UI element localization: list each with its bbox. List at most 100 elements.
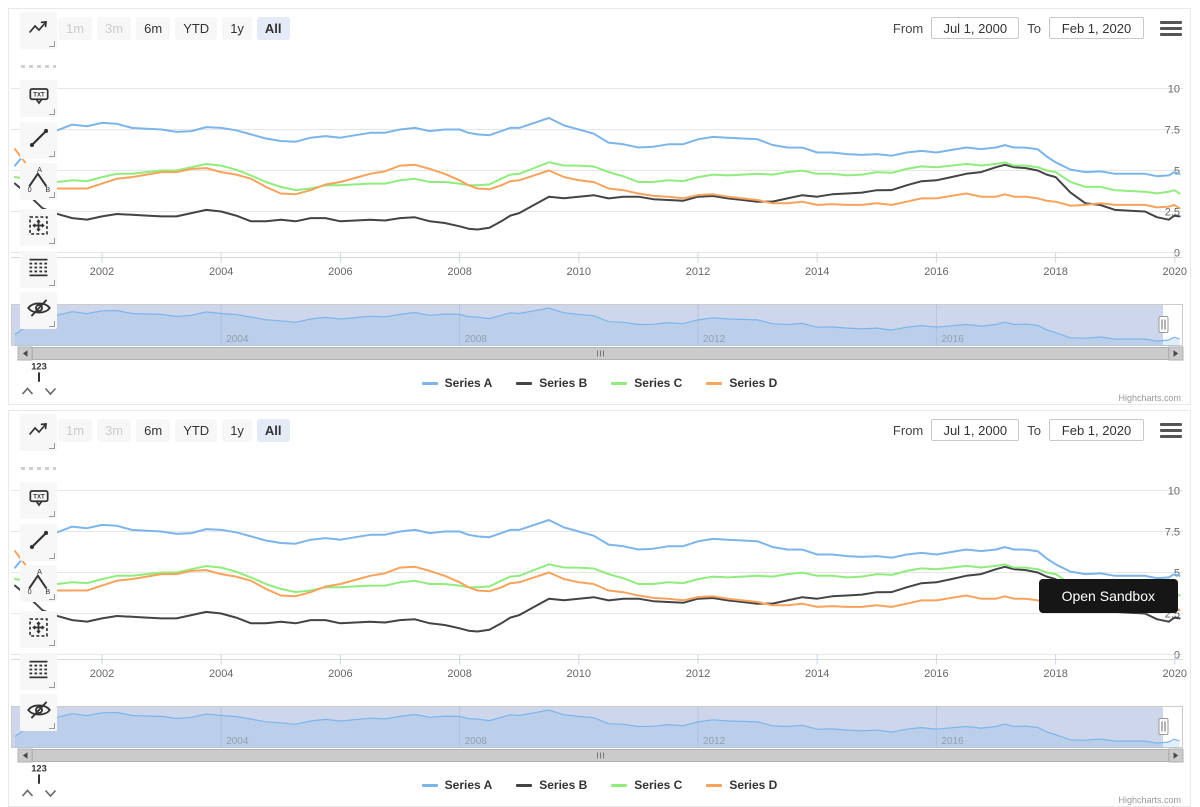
range-button-1m: 1m	[58, 17, 93, 40]
x-axis-label: 2002	[90, 668, 114, 680]
chevron-up-icon[interactable]	[20, 785, 35, 803]
measure-button[interactable]	[20, 209, 57, 246]
legend-item-series-a[interactable]: Series A	[421, 778, 492, 792]
svg-text:0: 0	[27, 587, 31, 595]
svg-text:TXT: TXT	[33, 494, 45, 500]
legend-item-series-c[interactable]: Series C	[611, 376, 682, 390]
annotation-label-button[interactable]: TXT	[20, 482, 57, 519]
range-button-1y[interactable]: 1y	[222, 17, 252, 40]
elliott-wave-button[interactable]: A 0 B	[20, 565, 57, 602]
toggle-annotations-button[interactable]	[20, 694, 57, 731]
x-axis-label: 2008	[447, 668, 471, 680]
from-label: From	[892, 422, 924, 438]
fibonacci-icon	[25, 254, 52, 286]
indicators-button[interactable]	[20, 12, 57, 49]
range-button-all[interactable]: All	[256, 419, 290, 442]
to-label: To	[1027, 422, 1041, 438]
y-axis-label: 5	[1174, 568, 1180, 580]
navigator[interactable]: 2004200820122016	[11, 706, 1183, 748]
x-axis-label: 2016	[924, 266, 948, 278]
indicators-button[interactable]	[20, 414, 57, 451]
scrollbar-right-button[interactable]	[1168, 748, 1184, 763]
range-button-1m: 1m	[58, 419, 93, 442]
navigator-axis-label: 2008	[465, 334, 488, 345]
series-group	[14, 519, 1181, 633]
legend-label: Series B	[539, 376, 588, 390]
export-menu-button[interactable]	[1158, 419, 1184, 441]
navigator[interactable]: 2004200820122016	[11, 304, 1183, 346]
legend-marker	[516, 381, 533, 385]
segment-line-icon	[26, 125, 52, 156]
segment-line-button[interactable]	[20, 524, 57, 561]
export-menu-button[interactable]	[1158, 17, 1184, 39]
range-button-ytd[interactable]: YTD	[175, 17, 218, 40]
chevron-down-icon[interactable]	[43, 383, 58, 401]
legend: Series A Series B Series C Series D	[9, 775, 1190, 795]
scrollbar[interactable]	[17, 346, 1184, 361]
x-axis-label: 2014	[805, 266, 829, 278]
range-button-ytd[interactable]: YTD	[175, 419, 218, 442]
range-button-6m[interactable]: 6m	[136, 419, 171, 442]
chevron-down-icon[interactable]	[43, 785, 58, 803]
elliott-wave-button[interactable]: A 0 B	[20, 163, 57, 200]
x-axis-label: 2018	[1043, 266, 1067, 278]
x-axis: 2002 2004 2006 2008 2010 2012 2014 2016 2018 2020	[11, 654, 1187, 680]
range-button-6m[interactable]: 6m	[136, 17, 171, 40]
y-axis-label: 5	[1174, 166, 1180, 178]
scrollbar[interactable]	[17, 748, 1184, 763]
x-axis-label: 2010	[567, 668, 591, 680]
navigator-handle-right[interactable]	[1158, 316, 1169, 333]
legend-item-series-c[interactable]: Series C	[611, 778, 682, 792]
hamburger-menu-icon	[1160, 32, 1182, 36]
scrollbar-left-button[interactable]	[17, 346, 33, 361]
legend-item-series-d[interactable]: Series D	[706, 376, 777, 390]
legend-label: Series C	[634, 376, 683, 390]
legend-marker	[421, 783, 438, 787]
fibonacci-button[interactable]	[20, 653, 57, 690]
vertical-counter-button[interactable]: 123	[20, 358, 57, 393]
navigator-handle-right[interactable]	[1158, 718, 1169, 735]
to-date-input[interactable]	[1049, 17, 1144, 39]
range-button-all[interactable]: All	[256, 17, 290, 40]
segment-line-button[interactable]	[20, 122, 57, 159]
chart-card-inner: 0 2.5 5 7.5 10 2002 2004 2006 2008 2010 2012 2014 20…	[9, 411, 1190, 806]
range-button-1y[interactable]: 1y	[222, 419, 252, 442]
hamburger-menu-icon	[1160, 26, 1182, 30]
x-axis-label: 2020	[1163, 266, 1187, 278]
chevron-up-icon[interactable]	[20, 383, 35, 401]
arrow-left-icon	[22, 350, 28, 357]
to-date-input[interactable]	[1049, 419, 1144, 441]
scrollbar-right-button[interactable]	[1168, 346, 1184, 361]
navigator-axis-label: 2012	[703, 334, 726, 345]
x-axis-label: 2018	[1043, 668, 1067, 680]
chart-area: 0 2.5 5 7.5 10 2002 2004 2006 2008 2010 2012 2014 20…	[9, 9, 1190, 404]
credits-link[interactable]: Highcharts.com	[1118, 795, 1181, 805]
svg-text:B: B	[45, 587, 50, 595]
series-line-series-b	[14, 565, 1181, 633]
x-axis: 2002 2004 2006 2008 2010 2012 2014 2016 2018 2020	[11, 252, 1187, 278]
from-date-input[interactable]	[931, 419, 1020, 441]
toggle-annotations-icon	[25, 294, 53, 327]
chart-card-inner: 0 2.5 5 7.5 10 2002 2004 2006 2008 2010 2012 2014 20…	[9, 9, 1190, 404]
elliott-wave-icon: A 0 B	[25, 165, 53, 198]
fibonacci-button[interactable]	[20, 251, 57, 288]
legend-item-series-b[interactable]: Series B	[516, 778, 587, 792]
legend-item-series-b[interactable]: Series B	[516, 376, 587, 390]
x-axis-label: 2004	[209, 266, 233, 278]
legend-item-series-a[interactable]: Series A	[421, 376, 492, 390]
annotation-label-button[interactable]: TXT	[20, 80, 57, 117]
credits-link[interactable]: Highcharts.com	[1118, 393, 1181, 403]
toggle-annotations-button[interactable]	[20, 292, 57, 329]
x-axis-label: 2016	[924, 668, 948, 680]
open-sandbox-button[interactable]: Open Sandbox	[1038, 579, 1178, 613]
legend-marker	[706, 381, 723, 385]
from-date-input[interactable]	[931, 17, 1020, 39]
y-axis-label: 10	[1168, 84, 1180, 96]
range-button-3m: 3m	[97, 419, 132, 442]
legend-item-series-d[interactable]: Series D	[706, 778, 777, 792]
legend-marker	[611, 381, 628, 385]
range-button-3m: 3m	[97, 17, 132, 40]
chart-area: 0 2.5 5 7.5 10 2002 2004 2006 2008 2010 2012 2014 20…	[9, 411, 1190, 806]
navigator-series-line	[14, 307, 1180, 342]
